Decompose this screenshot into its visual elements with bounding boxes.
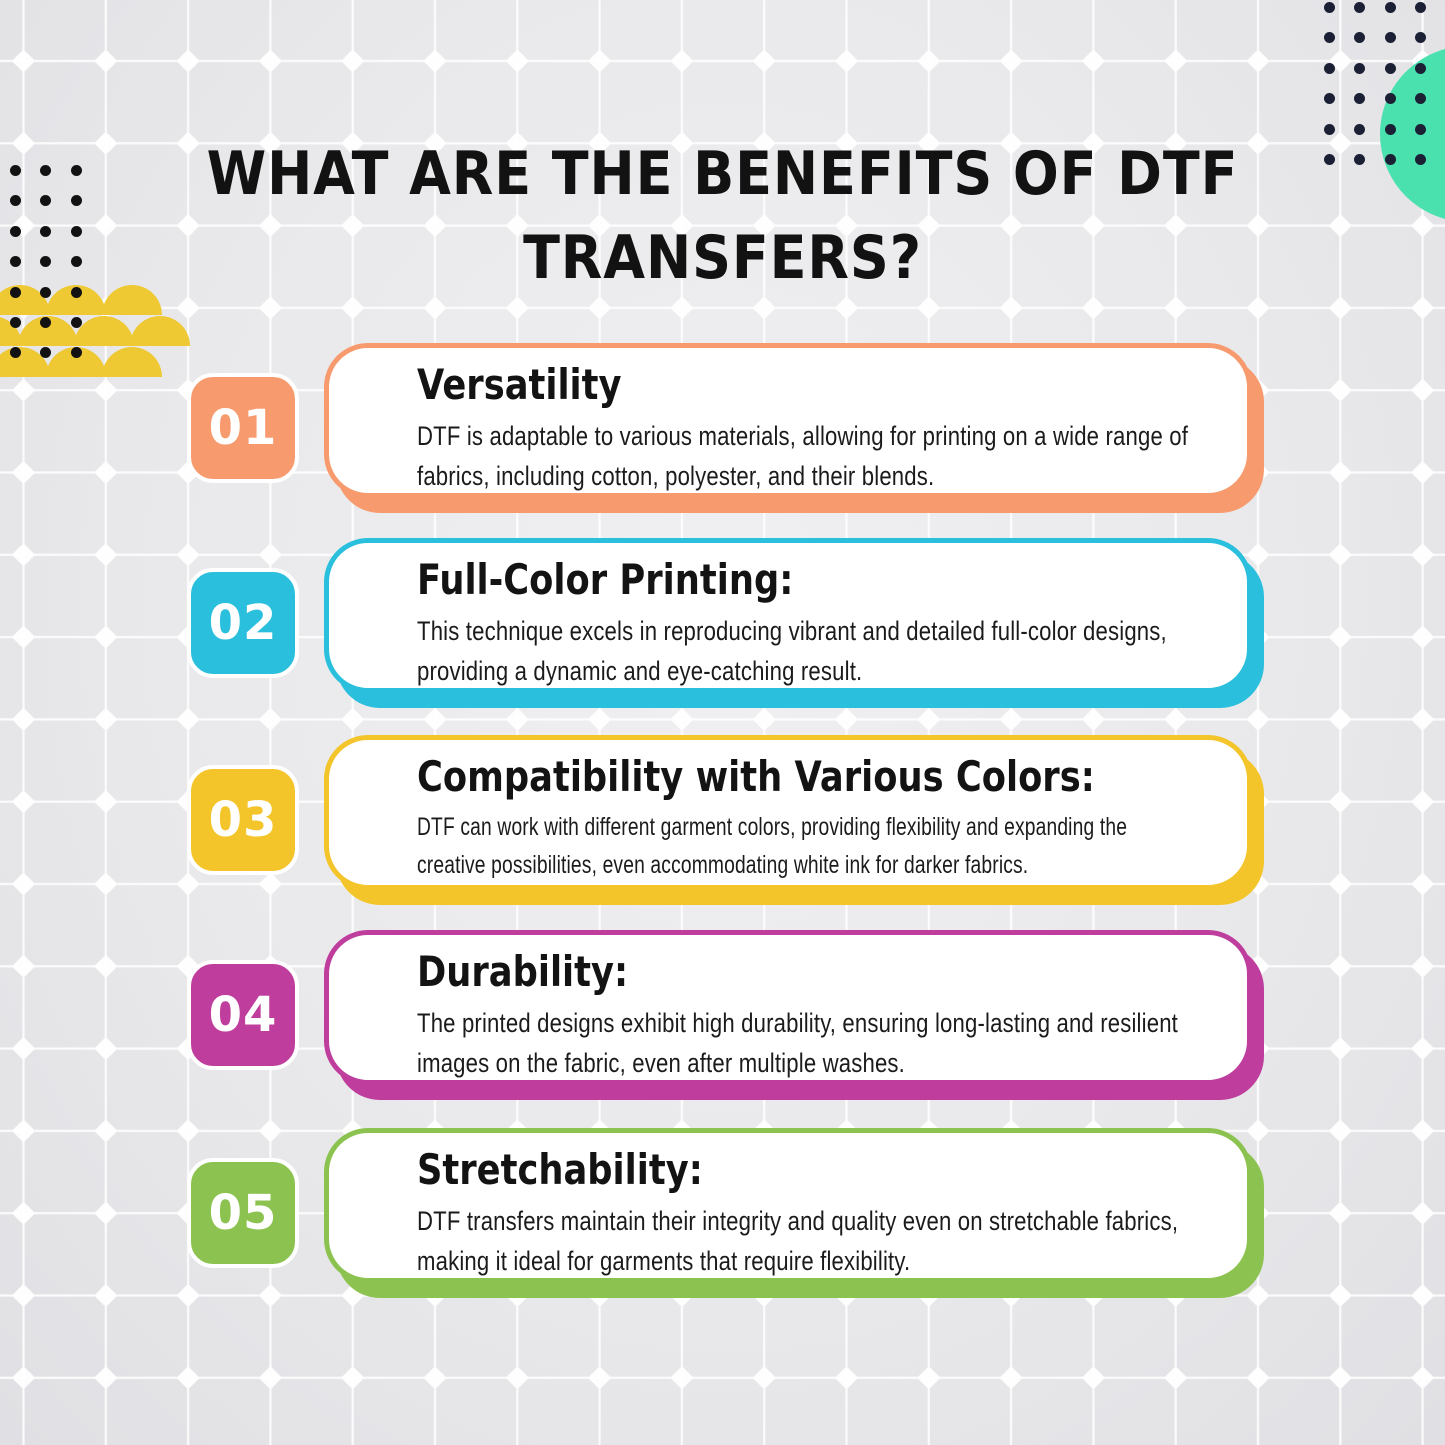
benefit-title-3: Compatibility with Various Colors: <box>417 752 1095 801</box>
benefit-description-5: DTF transfers maintain their integrity a… <box>417 1206 1179 1276</box>
benefit-number-5: 05 <box>208 1185 278 1241</box>
benefit-card-4: Durability: The printed designs exhibit … <box>324 930 1252 1085</box>
benefit-title-1: Versatility <box>417 360 622 409</box>
benefit-number-4: 04 <box>208 987 278 1043</box>
top-right-dots-decoration <box>1324 2 1427 165</box>
benefit-number-badge-1: 01 <box>187 373 299 483</box>
benefit-description-1: DTF is adaptable to various materials, a… <box>417 421 1189 491</box>
benefit-description-3: DTF can work with different garment colo… <box>417 813 1128 879</box>
benefit-title-5: Stretchability: <box>417 1145 703 1194</box>
yellow-scallops-decoration <box>0 285 190 377</box>
benefit-row-3: 03 Compatibility with Various Colors: DT… <box>187 735 1267 907</box>
benefit-card-5: Stretchability: DTF transfers maintain t… <box>324 1128 1252 1283</box>
page-title: WHAT ARE THE BENEFITS OF DTF TRANSFERS? <box>72 132 1373 300</box>
page-title-line-1: WHAT ARE THE BENEFITS OF DTF <box>206 139 1239 209</box>
page-title-line-2: TRANSFERS? <box>523 223 922 293</box>
benefit-row-1: 01 Versatility DTF is adaptable to vario… <box>187 343 1267 515</box>
benefit-number-badge-3: 03 <box>187 765 299 875</box>
benefit-row-2: 02 Full-Color Printing: This technique e… <box>187 538 1267 710</box>
benefit-number-badge-2: 02 <box>187 568 299 678</box>
benefit-number-badge-4: 04 <box>187 960 299 1070</box>
benefit-card-2: Full-Color Printing: This technique exce… <box>324 538 1252 693</box>
benefit-number-2: 02 <box>208 595 278 651</box>
benefit-row-5: 05 Stretchability: DTF transfers maintai… <box>187 1128 1267 1300</box>
benefit-number-badge-5: 05 <box>187 1158 299 1268</box>
benefit-title-4: Durability: <box>417 947 629 996</box>
benefit-row-4: 04 Durability: The printed designs exhib… <box>187 930 1267 1102</box>
benefit-description-4: The printed designs exhibit high durabil… <box>417 1008 1178 1078</box>
benefit-card-3: Compatibility with Various Colors: DTF c… <box>324 735 1252 890</box>
benefit-number-1: 01 <box>208 400 278 456</box>
benefit-title-2: Full-Color Printing: <box>417 555 794 604</box>
top-left-dots-decoration <box>10 165 82 359</box>
benefit-card-1: Versatility DTF is adaptable to various … <box>324 343 1252 498</box>
benefit-description-2: This technique excels in reproducing vib… <box>417 616 1167 686</box>
benefit-number-3: 03 <box>208 792 278 848</box>
